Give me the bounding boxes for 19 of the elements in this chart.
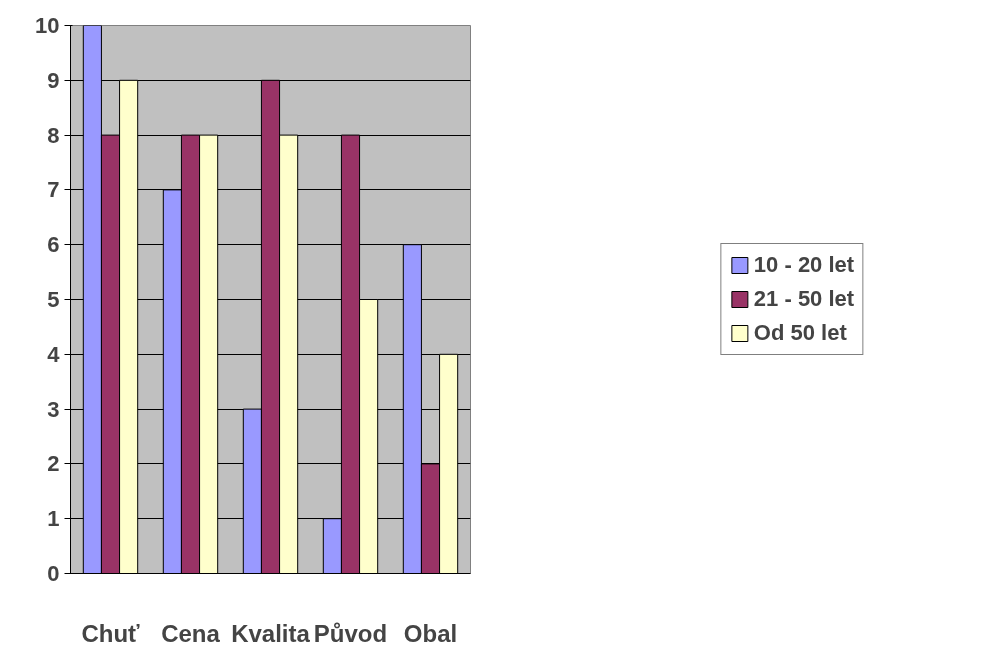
y-tick-label: 10: [35, 13, 60, 38]
x-tick-label: Chuť: [81, 619, 141, 647]
x-tick-label: Obal: [403, 619, 458, 647]
y-tick-label: 5: [47, 287, 60, 312]
y-tick-label: 3: [47, 396, 60, 422]
legend-label: 10 - 20 let: [753, 252, 855, 278]
legend-label: Od 50 let: [753, 320, 847, 346]
x-tick-label: Původ: [313, 619, 388, 647]
y-tick-label: 6: [47, 232, 60, 258]
y-tick-label: 7: [47, 177, 60, 203]
y-tick-label: 4: [47, 341, 61, 367]
legend-label: 21 - 50 let: [753, 286, 855, 312]
y-tick-label: 0: [47, 561, 60, 586]
y-tick-label: 1: [47, 506, 60, 532]
x-tick-label: Kvalita: [231, 619, 311, 647]
y-tick-label: 8: [47, 122, 60, 148]
y-tick-label: 2: [47, 451, 60, 477]
x-tick-label: Cena: [161, 619, 221, 647]
y-tick-label: 9: [47, 67, 60, 93]
